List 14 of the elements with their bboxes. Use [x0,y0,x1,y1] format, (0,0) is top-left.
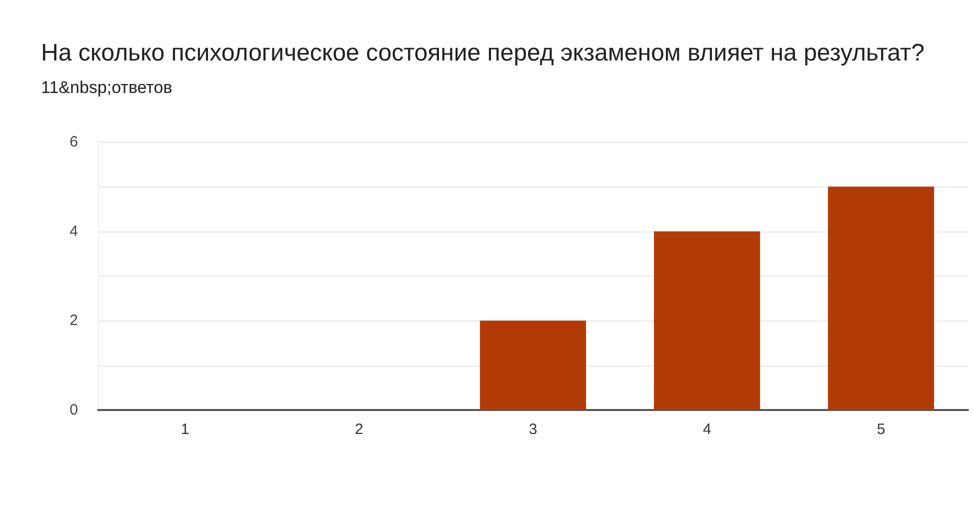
y-tick-label: 0 [70,402,78,418]
x-tick-label: 4 [702,421,712,438]
chart-title: На сколько психологическое состояние перед экзаменом влияет на результат? [41,40,924,66]
bar [828,186,934,410]
chart-subtitle: 11&nbsp;ответов [41,78,172,97]
x-tick-label: 3 [528,421,538,438]
y-tick-label: 4 [70,222,78,240]
bar [480,320,586,410]
x-tick-label: 1 [180,421,190,438]
x-tick-label: 5 [876,421,886,438]
x-tick-label: 2 [354,421,364,438]
y-tick-label: 6 [70,134,78,150]
bar [654,231,760,410]
y-tick-label: 2 [70,312,78,330]
